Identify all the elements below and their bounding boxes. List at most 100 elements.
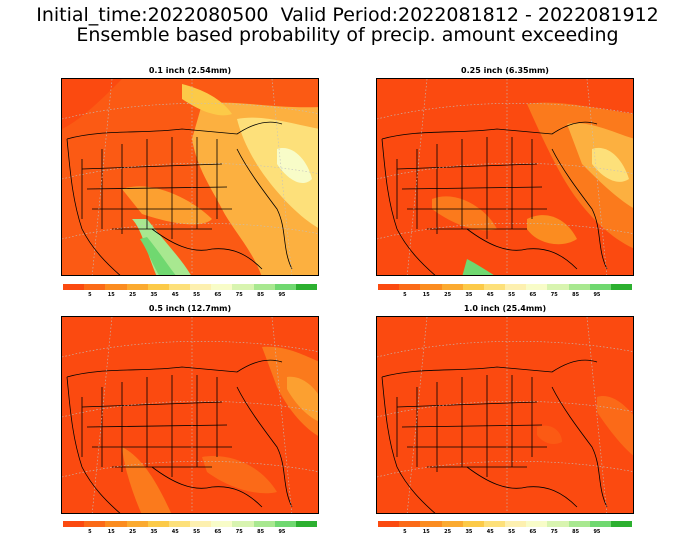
tick-label: 55 — [508, 292, 516, 298]
colorbar-swatch — [253, 284, 275, 290]
colorbar-swatch — [420, 521, 442, 527]
colorbar-swatch — [126, 521, 148, 527]
colorbar-swatch — [441, 284, 463, 290]
colorbar-swatch — [526, 521, 548, 527]
colorbar-swatch — [147, 521, 169, 527]
tick-label: 95 — [593, 292, 601, 298]
colorbar-swatch — [547, 521, 569, 527]
tick-label: 25 — [444, 529, 452, 535]
colorbar-swatch — [610, 284, 633, 290]
tick-label: 15 — [107, 292, 115, 298]
colorbar-0-5-inch — [63, 521, 318, 527]
tick-label: 55 — [193, 292, 201, 298]
tick-label: 25 — [444, 292, 452, 298]
colorbar-swatch — [63, 284, 85, 290]
colorbar-swatch — [105, 521, 127, 527]
tick-label: 55 — [193, 529, 201, 535]
colorbar-ticks-1-0-inch: 5 15 25 35 45 55 65 75 85 95 — [378, 529, 632, 537]
tick-label: 85 — [572, 292, 580, 298]
tick-label: 25 — [129, 529, 137, 535]
colorbar-swatch — [526, 284, 548, 290]
tick-label: 5 — [88, 292, 92, 298]
colorbar-swatch — [84, 284, 106, 290]
colorbar-swatch — [378, 521, 400, 527]
colorbar-swatch — [295, 521, 318, 527]
colorbar-swatch — [253, 521, 275, 527]
colorbar-swatch — [589, 521, 611, 527]
colorbar-swatch — [211, 521, 233, 527]
colorbar-1-0-inch — [378, 521, 633, 527]
map-panel-0-1-inch — [61, 78, 319, 276]
tick-label: 35 — [465, 529, 473, 535]
tick-label: 55 — [508, 529, 516, 535]
colorbar-swatch — [483, 521, 506, 527]
header-time-line: Initial_time:2022080500 Valid Period:202… — [36, 4, 659, 26]
colorbar-ticks-0-5-inch: 5 15 25 35 45 55 65 75 85 95 — [63, 529, 317, 537]
header-title-line: Ensemble based probability of precip. am… — [76, 24, 619, 46]
colorbar-swatch — [63, 521, 85, 527]
colorbar-ticks-0-25-inch: 5 15 25 35 45 55 65 75 85 95 — [378, 292, 632, 300]
tick-label: 35 — [150, 292, 158, 298]
colorbar-swatch — [105, 284, 127, 290]
map-panel-0-25-inch — [376, 78, 634, 276]
tick-label: 75 — [235, 529, 243, 535]
tick-label: 75 — [550, 529, 558, 535]
colorbar-swatch — [211, 284, 233, 290]
panel-title-0-1-inch: 0.1 inch (2.54mm) — [148, 66, 232, 75]
colorbar-0-1-inch — [63, 284, 318, 290]
colorbar-swatch — [420, 284, 442, 290]
colorbar-swatch — [232, 284, 254, 290]
tick-label: 5 — [403, 529, 407, 535]
tick-label: 35 — [465, 292, 473, 298]
tick-label: 5 — [88, 529, 92, 535]
tick-label: 35 — [150, 529, 158, 535]
panel-title-0-5-inch: 0.5 inch (12.7mm) — [148, 304, 232, 313]
colorbar-swatch — [168, 521, 191, 527]
tick-label: 65 — [529, 292, 537, 298]
colorbar-swatch — [399, 284, 421, 290]
colorbar-swatch — [399, 521, 421, 527]
colorbar-swatch — [84, 521, 106, 527]
tick-label: 45 — [171, 292, 179, 298]
colorbar-swatch — [190, 284, 212, 290]
colorbar-swatch — [295, 284, 318, 290]
colorbar-swatch — [126, 284, 148, 290]
tick-label: 45 — [486, 292, 494, 298]
tick-label: 95 — [593, 529, 601, 535]
colorbar-swatch — [232, 521, 254, 527]
colorbar-swatch — [462, 521, 484, 527]
colorbar-swatch — [505, 284, 527, 290]
colorbar-swatch — [378, 284, 400, 290]
colorbar-0-25-inch — [378, 284, 633, 290]
panel-title-0-25-inch: 0.25 inch (6.35mm) — [461, 66, 549, 75]
colorbar-swatch — [462, 284, 484, 290]
tick-label: 15 — [422, 529, 430, 535]
colorbar-swatch — [547, 284, 569, 290]
tick-label: 85 — [257, 292, 265, 298]
tick-label: 65 — [214, 292, 222, 298]
panel-title-1-0-inch: 1.0 inch (25.4mm) — [463, 304, 547, 313]
tick-label: 65 — [529, 529, 537, 535]
tick-label: 75 — [550, 292, 558, 298]
tick-label: 95 — [278, 292, 286, 298]
colorbar-swatch — [147, 284, 169, 290]
colorbar-swatch — [274, 521, 296, 527]
tick-label: 15 — [107, 529, 115, 535]
colorbar-swatch — [168, 284, 191, 290]
tick-label: 95 — [278, 529, 286, 535]
colorbar-swatch — [568, 521, 590, 527]
map-panel-1-0-inch — [376, 316, 634, 514]
map-panel-0-5-inch — [61, 316, 319, 514]
tick-label: 75 — [235, 292, 243, 298]
colorbar-swatch — [568, 284, 590, 290]
colorbar-swatch — [505, 521, 527, 527]
colorbar-swatch — [483, 284, 506, 290]
tick-label: 5 — [403, 292, 407, 298]
tick-label: 85 — [572, 529, 580, 535]
colorbar-swatch — [589, 284, 611, 290]
colorbar-swatch — [441, 521, 463, 527]
tick-label: 65 — [214, 529, 222, 535]
colorbar-swatch — [274, 284, 296, 290]
colorbar-ticks-0-1-inch: 5 15 25 35 45 55 65 75 85 95 — [63, 292, 317, 300]
colorbar-swatch — [610, 521, 633, 527]
